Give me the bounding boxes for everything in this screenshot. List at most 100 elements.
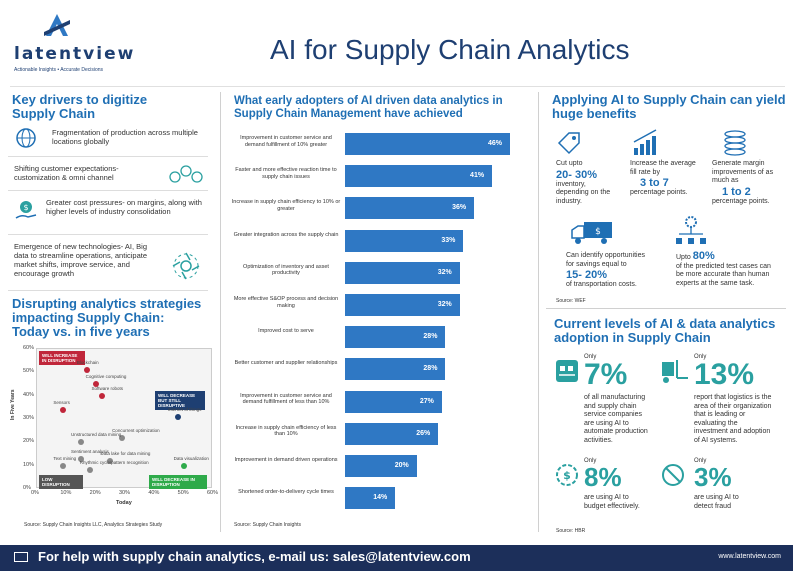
bar: 33%	[345, 229, 464, 252]
key-driver-2: Shifting customer expectations- customiz…	[14, 164, 119, 182]
scatter-point-label: Blockchain	[76, 360, 99, 365]
scatter-point-label: Text mining	[53, 455, 77, 461]
tag-low-disruption: LOW DISRUPTION	[39, 475, 83, 489]
bar-label: Faster and more effective reaction time …	[235, 167, 337, 180]
adoption-text-line: detect fraud	[694, 502, 731, 510]
bar-label: Better customer and supplier relationshi…	[234, 360, 338, 367]
adoption-1-only: Only	[584, 354, 597, 360]
scatter-point	[83, 367, 90, 373]
adoption-2-only: Only	[694, 354, 707, 360]
scatter-point-label: Sensors	[53, 399, 70, 405]
bar-value-label: 20%	[394, 462, 409, 469]
adoption-4-pct: 3%	[694, 462, 732, 492]
bar-label: Greater integration across the supply ch…	[233, 231, 339, 238]
adoption-4-text: are using AI to detect fraud	[694, 494, 774, 511]
y-tick-label: 0%	[23, 485, 31, 491]
bar-label: Improvement in customer service and dema…	[240, 135, 332, 148]
bar: 32%	[345, 294, 460, 316]
scatter-point	[60, 462, 67, 469]
envelope-icon	[14, 552, 28, 562]
bar: 14%	[345, 487, 396, 510]
scatter-point-label: Data lake for data mining	[100, 451, 151, 456]
adoption-text-line: are using AI to	[694, 494, 739, 501]
benefit-5: Upto 80% of the predicted test cases can…	[676, 250, 771, 287]
scatter-point	[78, 455, 84, 462]
price-tag-icon	[557, 132, 580, 155]
disrupting-title: Disrupting analytics strategies impactin…	[12, 296, 202, 339]
page-title: AI for Supply Chain Analytics	[270, 34, 630, 65]
adoption-text-line: automate production	[584, 428, 648, 435]
bar-value-label: 41%	[470, 172, 485, 180]
footer-email-text[interactable]: For help with supply chain analytics, e-…	[38, 549, 471, 564]
column-divider	[538, 92, 539, 532]
scatter-point-label: Cognitive computing	[85, 374, 127, 379]
adoption-3-only: Only	[584, 458, 597, 464]
truck-icon: $	[571, 222, 612, 244]
bar-value-label: 14%	[373, 494, 388, 502]
bar-label: Improvement in demand driven operations	[234, 457, 338, 463]
conveyor-icon	[556, 360, 578, 382]
bar-label: Improved cost to serve	[258, 328, 314, 335]
network-icon	[172, 252, 200, 280]
column-divider	[220, 92, 221, 532]
bar: 41%	[345, 165, 493, 188]
forklift-icon	[662, 360, 688, 383]
adoption-text-line: activities.	[584, 436, 613, 444]
scatter-point	[86, 467, 93, 474]
adoption-2-pct: 13%	[694, 358, 755, 391]
bar-value-label: 28%	[423, 333, 438, 341]
bar: 46%	[345, 133, 510, 155]
y-tick-label: 40%	[23, 391, 35, 398]
adoption-4-only: Only	[694, 458, 707, 464]
bar-value-label: 28%	[423, 365, 438, 373]
money-hand-icon: $	[15, 201, 37, 219]
benefits-source: Source: WEF	[556, 298, 586, 304]
scatter-point	[60, 406, 67, 413]
adoption-text-line: report that logistics is the	[694, 394, 772, 401]
adoption-1-text: of all manufacturing and supply chain serv…	[584, 394, 664, 445]
scatter-point	[180, 462, 187, 469]
x-tick-label: 60%	[207, 490, 219, 496]
benefit-3: Generate margin improvements of as much …	[712, 160, 774, 205]
adoption-text-line: service companies	[584, 411, 642, 418]
logo[interactable]: latentview Actionable Insights • Accurat…	[12, 10, 136, 80]
tag-will-decrease-disruptive: WILL DECREASE BUT STILL DISRUPTIVE	[155, 391, 205, 410]
early-adopters-title: What early adopters of AI driven data an…	[234, 95, 503, 120]
scatter-point-label: Data visualization	[173, 455, 209, 461]
x-axis-label: Today	[116, 500, 132, 506]
scatter-point	[78, 439, 84, 446]
benefit-1: Cut upto 20- 30% inventory, depending on…	[556, 160, 611, 205]
adoption-source: Source: HBR	[556, 528, 586, 534]
tag-will-decrease: WILL DECREASE IN DISRUPTION	[149, 475, 207, 489]
divider	[8, 190, 208, 191]
x-tick-label: 30%	[119, 490, 131, 496]
customer-faces-icon	[169, 165, 203, 183]
scatter-point	[92, 381, 99, 387]
svg-text:$: $	[563, 469, 571, 482]
x-tick-label: 40%	[148, 490, 160, 496]
bar-label: More effective S&OP process and decision…	[233, 296, 339, 309]
divider	[8, 156, 208, 157]
bar: 27%	[345, 390, 442, 413]
no-fraud-icon	[662, 464, 684, 486]
adoption-1-pct: 7%	[584, 358, 628, 391]
scatter-point-label: Sentiment analysis	[71, 448, 109, 454]
logo-mark-icon	[44, 14, 70, 36]
coin-stack-icon	[724, 130, 746, 156]
scatter-point-label: Concurrent optimization	[112, 427, 160, 433]
adoption-text-line: of AI systems.	[694, 436, 738, 444]
bar-label: Improvement in customer service and dema…	[240, 392, 332, 406]
bar-label: Increase in supply chain efficiency to 1…	[231, 199, 341, 212]
scatter-point	[119, 434, 126, 441]
scatter-point-label: Rhythmic cycle/pattern recognition	[79, 460, 149, 466]
disrupting-source: Source: Supply Chain Insights LLC, Analy…	[24, 522, 163, 528]
logo-text: latentview	[14, 44, 136, 64]
scatter-point-label: Software robots	[91, 385, 124, 391]
footer-website-link[interactable]: www.latentview.com	[718, 553, 781, 560]
bar-value-label: 32%	[437, 301, 452, 308]
adoption-text-line: and supply chain	[584, 402, 637, 410]
logo-tagline: Actionable Insights • Accurate Decisions	[14, 67, 104, 73]
svg-text:$: $	[595, 227, 601, 237]
adoption-text-line: area of their organization	[694, 402, 772, 410]
bar-value-label: 26%	[416, 429, 431, 437]
